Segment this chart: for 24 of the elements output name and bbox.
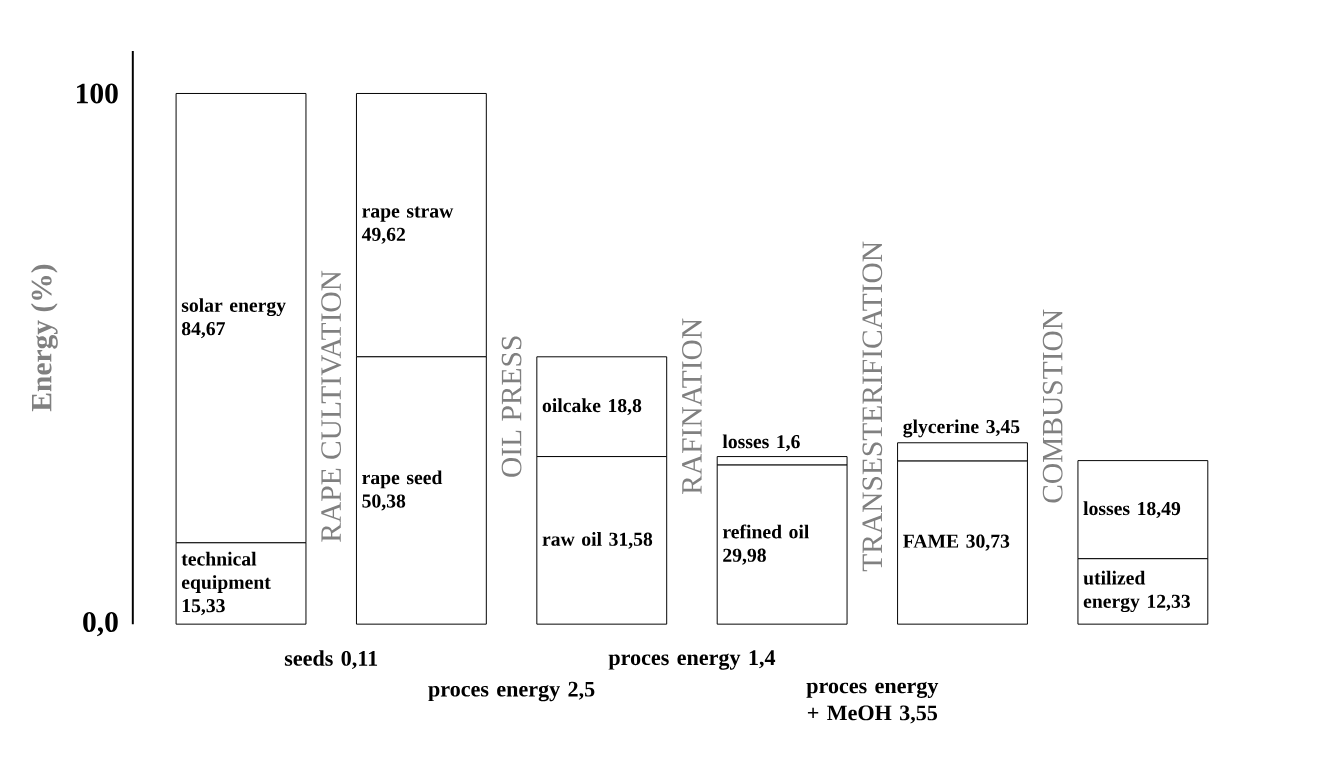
data-label: FAME 30,73	[903, 534, 1010, 551]
annotation: TRANSESTERIFICATION	[862, 241, 883, 572]
annotation: RAFINATION	[682, 318, 702, 494]
y-tick-label: 100	[77, 83, 118, 104]
annotation: COMBUSTION	[1042, 309, 1063, 503]
annotation: OIL PRESS	[501, 336, 522, 477]
annotation: RAPE CULTIVATION	[321, 270, 342, 542]
text: proces energy 1,4	[608, 650, 776, 670]
data-label: solar energy 84,67	[181, 298, 286, 339]
y-tick-label: 0,0	[83, 612, 118, 637]
data-label: oilcake 18,8	[542, 398, 642, 416]
data-label: refined oil 29,98	[722, 524, 810, 565]
data-label: utilized energy 12,33	[1083, 570, 1190, 613]
data-label: losses 18,49	[1083, 501, 1181, 519]
data-label: rape seed 50,38	[362, 470, 443, 511]
data-label: rape straw 49,62	[361, 206, 454, 244]
data-label: losses 1,6	[722, 434, 800, 452]
text: proces energy + MeOH 3,55	[806, 681, 939, 724]
data-label: technical equipment 15,33	[181, 551, 271, 616]
text: seeds 0,11	[284, 650, 378, 670]
y-axis-title: Energy (%)	[30, 264, 58, 412]
data-label: glycerine 3,45	[903, 419, 1020, 438]
data-label: raw oil 31,58	[542, 532, 653, 549]
text: proces energy 2,5	[428, 681, 595, 702]
